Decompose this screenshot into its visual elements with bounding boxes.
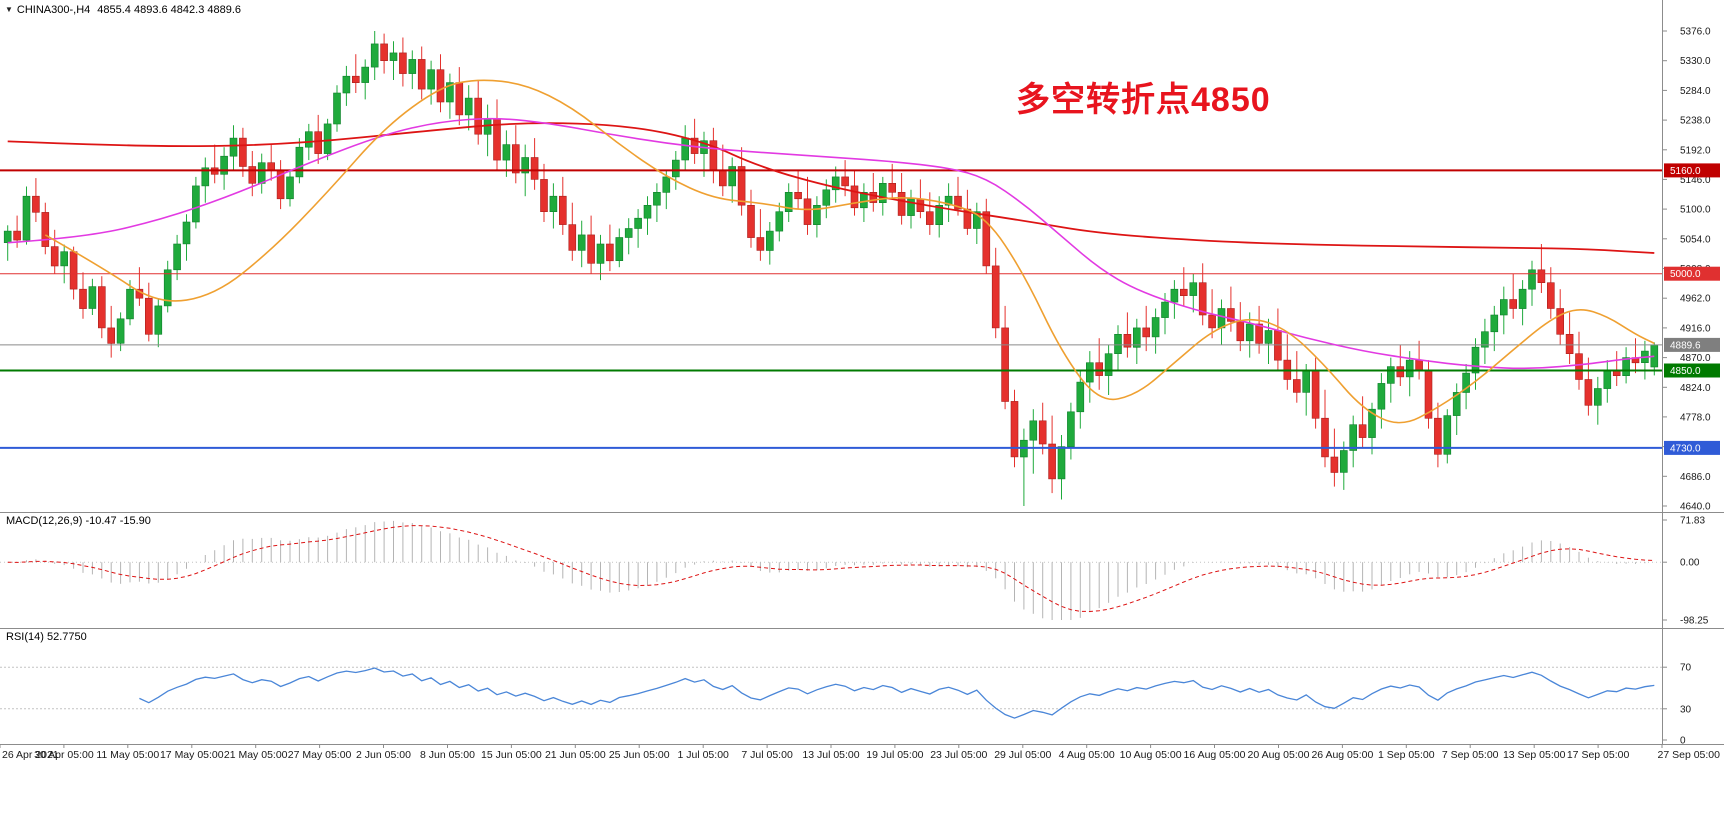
- rsi-axis-label: 30: [1680, 704, 1692, 715]
- time-label: 15 Jun 05:00: [481, 749, 542, 761]
- rsi-line: [139, 667, 1655, 719]
- time-label: 17 May 05:00: [160, 749, 224, 761]
- time-label: 10 Aug 05:00: [1120, 749, 1182, 761]
- time-label: 25 Jun 05:00: [609, 749, 670, 761]
- price-axis-label: 4640.0: [1680, 502, 1711, 513]
- price-axis-label: 5100.0: [1680, 205, 1711, 216]
- price-axis-label: 5238.0: [1680, 116, 1711, 127]
- price-level-badge-text: 5160.0: [1670, 166, 1701, 177]
- price-level-badge-text: 4889.6: [1670, 340, 1701, 351]
- ma-line-slow-red: [7, 122, 1655, 254]
- time-label: 26 Apr 2021: [2, 749, 59, 761]
- price-axis-label: 4824.0: [1680, 383, 1711, 394]
- price-axis-label: 4916.0: [1680, 323, 1711, 334]
- time-label: 19 Jul 05:00: [866, 749, 923, 761]
- price-level-badge: [1664, 266, 1720, 281]
- price-axis-label: 4962.0: [1680, 294, 1711, 305]
- macd-panel: [0, 520, 1662, 620]
- rsi-indicator-label: RSI(14) 52.7750: [6, 631, 87, 643]
- ma-line-fast-orange: [44, 79, 1655, 424]
- price-axis-label: 5284.0: [1680, 86, 1711, 97]
- ma-lines-layer: [7, 79, 1655, 424]
- time-label: 29 Jul 05:00: [994, 749, 1051, 761]
- price-level-badge: [1664, 163, 1720, 178]
- ma-line-medium-magenta: [7, 117, 1655, 370]
- time-label: 13 Jul 05:00: [802, 749, 859, 761]
- price-axis-label: 5146.0: [1680, 175, 1711, 186]
- price-level-badge: [1664, 337, 1720, 352]
- macd-axis-label: 71.83: [1680, 516, 1705, 527]
- ohlc-values: 4855.4 4893.6 4842.3 4889.6: [97, 4, 242, 16]
- price-level-badges: 5160.0 5000.0 4889.6 4850.0 4730.0: [1664, 163, 1720, 455]
- symbol-text: CHINA300-,H4: [16, 4, 91, 16]
- rsi-axis-label: 70: [1680, 663, 1692, 674]
- level-lines-layer: [0, 169, 1662, 449]
- time-label: 1 Sep 05:00: [1378, 749, 1435, 761]
- time-label: 7 Jul 05:00: [741, 749, 793, 761]
- rsi-axis-label: 0: [1680, 736, 1686, 747]
- macd-signal-line: [7, 525, 1655, 613]
- time-label: 23 Jul 05:00: [930, 749, 987, 761]
- price-axis-label: 5192.0: [1680, 145, 1711, 156]
- price-axis-label: 4686.0: [1680, 472, 1711, 483]
- time-label: 17 Sep 05:00: [1567, 749, 1630, 761]
- macd-axis-label: -98.25: [1680, 616, 1709, 627]
- time-label: 8 Jun 05:00: [420, 749, 475, 761]
- time-label: 26 Aug 05:00: [1311, 749, 1373, 761]
- chart-symbol-title: ▼ CHINA300-,H4 4855.4 4893.6 4842.3 4889.6: [5, 4, 241, 16]
- price-axis-label: 4870.0: [1680, 353, 1711, 364]
- price-level-badge-text: 4850.0: [1670, 366, 1701, 377]
- time-label: 27 Sep 05:00: [1658, 749, 1721, 761]
- macd-axis-labels: 71.83 0.00 -98.25: [1662, 516, 1709, 627]
- chart-annotation-text: 多空转折点4850: [1016, 81, 1271, 119]
- price-level-badge: [1664, 440, 1720, 455]
- macd-axis-label: 0.00: [1680, 558, 1700, 569]
- time-label: 21 May 05:00: [224, 749, 288, 761]
- time-label: 4 Aug 05:00: [1059, 749, 1115, 761]
- time-label: 2 Jun 05:00: [356, 749, 411, 761]
- time-label: 11 May 05:00: [96, 749, 159, 761]
- time-label: 16 Aug 05:00: [1184, 749, 1246, 761]
- time-label: 20 Aug 05:00: [1248, 749, 1310, 761]
- time-label: 27 May 05:00: [288, 749, 352, 761]
- time-label: 1 Jul 05:00: [678, 749, 730, 761]
- panel-separators: [0, 0, 1724, 745]
- price-axis-label: 5376.0: [1680, 27, 1711, 38]
- price-level-badge: [1664, 363, 1720, 378]
- symbol-marker-icon[interactable]: ▼: [5, 5, 13, 14]
- candles-layer: [3, 31, 1659, 506]
- time-label: 7 Sep 05:00: [1442, 749, 1499, 761]
- price-level-badge-text: 4730.0: [1670, 443, 1701, 454]
- price-level-badge-text: 5000.0: [1670, 269, 1701, 280]
- rsi-axis-labels: 70 30 0: [1662, 663, 1692, 747]
- rsi-panel: [0, 666, 1662, 719]
- time-label: 30 Apr 05:00: [34, 749, 94, 761]
- time-label: 13 Sep 05:00: [1503, 749, 1566, 761]
- time-label: 21 Jun 05:00: [545, 749, 606, 761]
- price-axis-label: 4778.0: [1680, 412, 1711, 423]
- price-axis-label: 5330.0: [1680, 56, 1711, 67]
- price-axis-label: 5054.0: [1680, 234, 1711, 245]
- macd-indicator-label: MACD(12,26,9) -10.47 -15.90: [6, 515, 151, 527]
